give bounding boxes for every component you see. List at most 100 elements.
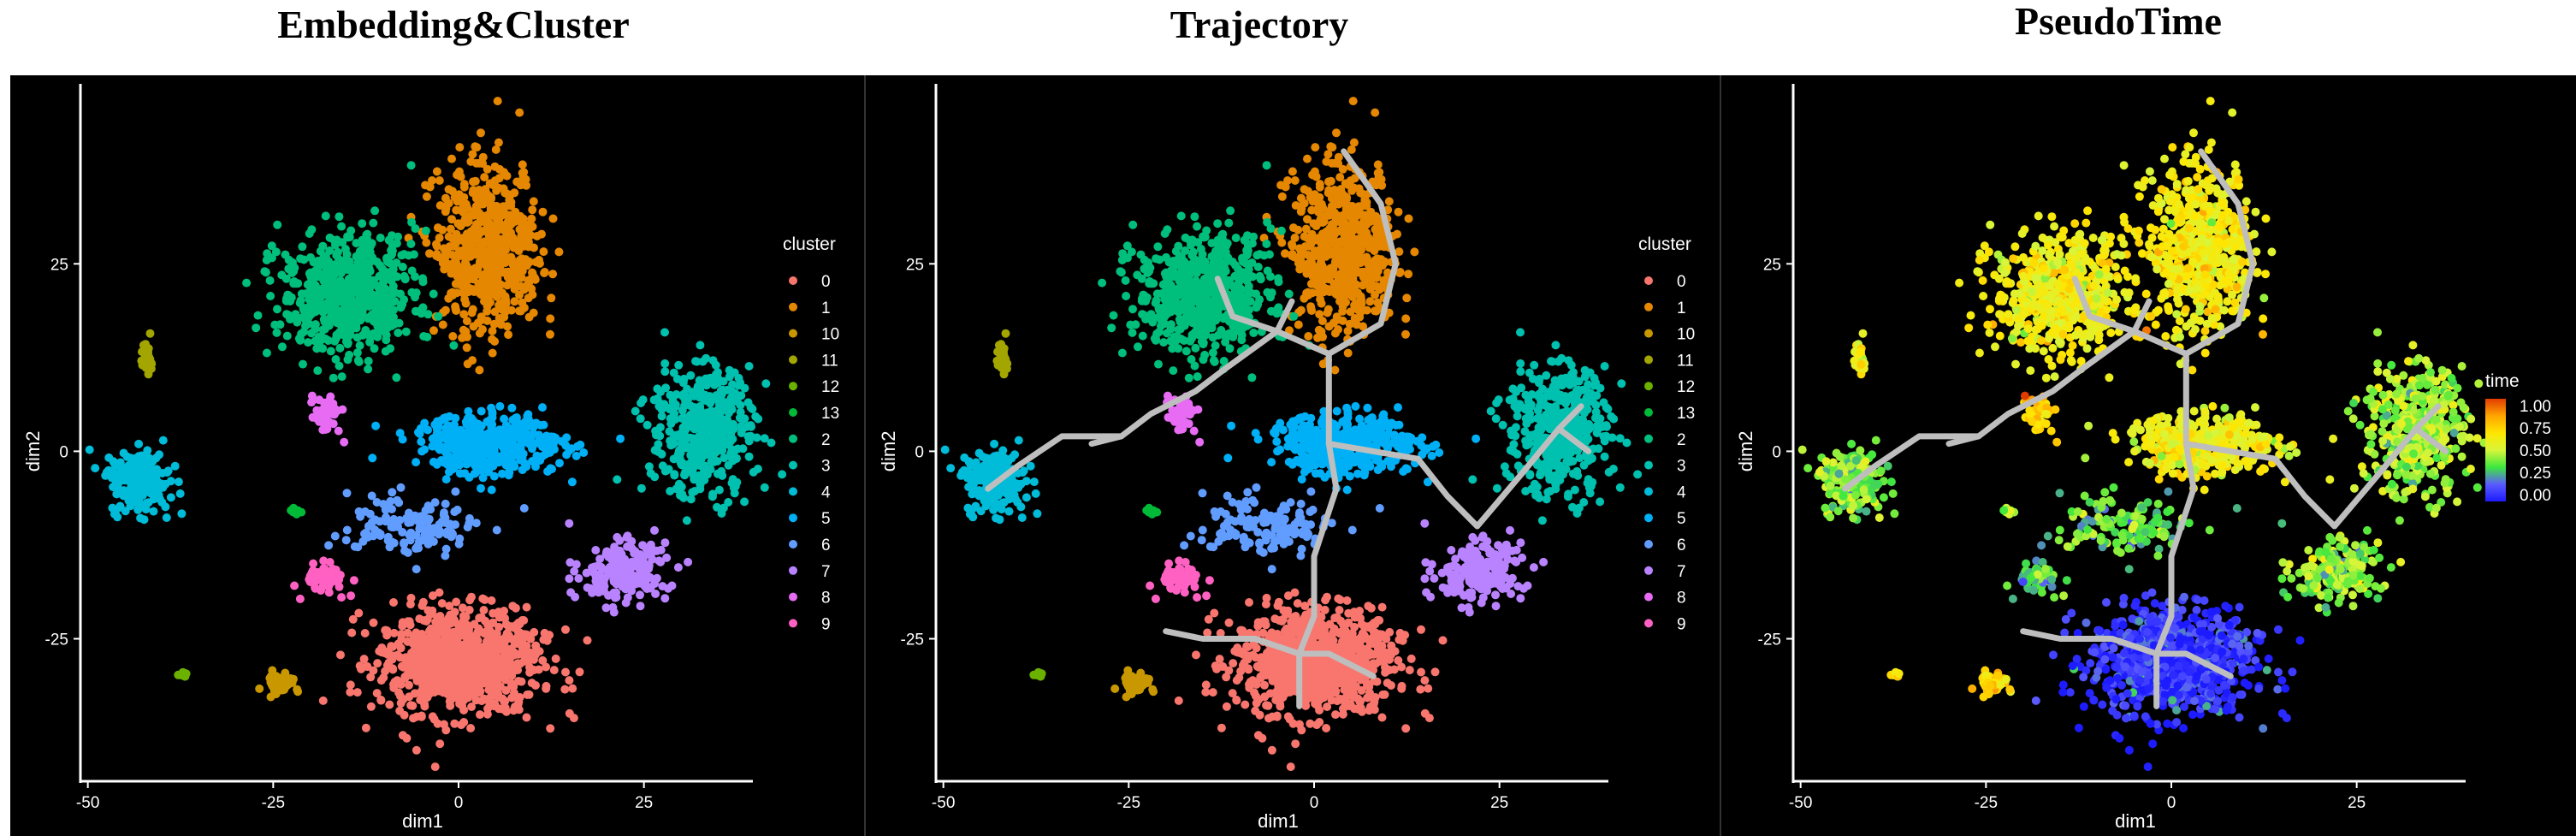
data-point <box>444 452 453 461</box>
legend-key <box>789 355 797 365</box>
data-point <box>412 544 421 553</box>
data-point <box>463 359 472 369</box>
data-point <box>527 284 536 293</box>
data-point <box>1382 655 1391 663</box>
data-point <box>1335 672 1344 681</box>
data-point <box>451 302 460 311</box>
data-point <box>395 706 405 715</box>
data-point <box>716 402 725 412</box>
legend-key <box>789 382 797 391</box>
data-point <box>255 684 264 693</box>
data-point <box>447 288 456 298</box>
data-point <box>571 592 580 602</box>
data-point <box>1254 695 1264 704</box>
data-point <box>1222 702 1231 711</box>
data-point <box>307 309 317 318</box>
data-point <box>461 661 471 671</box>
data-point <box>326 264 335 273</box>
data-point <box>400 250 409 259</box>
legend-key <box>789 540 797 548</box>
data-point <box>305 578 315 586</box>
data-point <box>488 326 497 335</box>
data-point <box>591 572 601 581</box>
data-point <box>767 438 776 448</box>
data-point <box>370 525 379 534</box>
data-point <box>1331 710 1340 720</box>
data-point <box>445 602 454 611</box>
data-point <box>498 305 507 314</box>
data-point <box>470 683 479 692</box>
data-point <box>335 343 345 353</box>
data-point <box>702 353 711 363</box>
data-point <box>389 514 399 524</box>
data-point <box>475 365 484 375</box>
data-point <box>419 332 429 341</box>
data-point <box>1229 659 1238 668</box>
data-point <box>1254 662 1264 672</box>
data-point <box>444 232 453 241</box>
data-point <box>387 246 396 255</box>
data-point <box>526 667 536 675</box>
data-point <box>502 222 512 232</box>
data-point <box>349 576 358 585</box>
data-point <box>1251 653 1260 662</box>
data-point <box>280 672 289 681</box>
data-point <box>489 674 498 684</box>
data-point <box>479 606 489 614</box>
data-point <box>723 440 732 449</box>
data-point <box>136 501 145 510</box>
data-point <box>1322 157 1331 166</box>
data-point <box>522 602 531 612</box>
data-point <box>445 242 454 252</box>
data-point <box>372 329 382 339</box>
data-point <box>1285 627 1294 637</box>
data-point <box>370 344 379 353</box>
data-point <box>535 435 544 444</box>
data-point <box>479 672 489 681</box>
data-point <box>450 615 459 625</box>
data-point <box>335 212 344 222</box>
data-point <box>440 720 448 729</box>
data-point <box>508 240 518 248</box>
data-point <box>696 341 705 350</box>
data-point <box>454 539 464 548</box>
data-point <box>341 258 350 267</box>
data-point <box>330 300 340 310</box>
data-point <box>519 282 529 292</box>
data-point <box>265 276 275 285</box>
data-point <box>1320 672 1329 681</box>
data-point <box>432 424 441 434</box>
data-point <box>742 422 751 431</box>
data-point <box>726 400 736 410</box>
data-point <box>530 243 538 252</box>
data-point <box>399 695 408 704</box>
data-point <box>738 444 748 454</box>
data-point <box>501 253 511 263</box>
data-point <box>326 347 335 356</box>
data-point <box>734 373 743 382</box>
data-point <box>487 202 496 211</box>
data-point <box>425 182 435 192</box>
data-point <box>691 357 700 366</box>
data-point <box>406 536 415 545</box>
data-point <box>1378 690 1388 699</box>
data-point <box>420 702 429 711</box>
data-point <box>290 581 299 590</box>
data-point <box>393 676 402 685</box>
data-point <box>389 628 399 637</box>
data-point <box>366 673 376 682</box>
data-point <box>536 456 545 465</box>
data-point <box>708 429 717 438</box>
data-point <box>566 558 575 567</box>
data-point <box>366 702 376 711</box>
data-point <box>1359 631 1369 640</box>
data-point <box>539 247 548 257</box>
data-point <box>376 234 385 242</box>
legend-label: 8 <box>821 590 831 608</box>
data-point <box>498 653 507 662</box>
data-point <box>471 223 481 233</box>
data-point <box>462 343 471 353</box>
data-point <box>684 557 693 566</box>
data-point <box>422 646 430 655</box>
data-point <box>304 338 313 347</box>
